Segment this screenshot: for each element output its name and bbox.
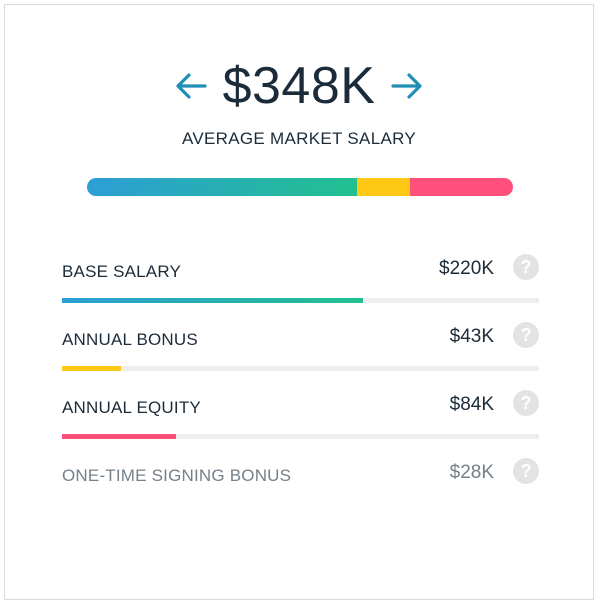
progress-fill (62, 366, 122, 371)
annual-equity-segment (409, 178, 513, 196)
row-value: $84K (449, 394, 494, 415)
base-salary-segment (87, 178, 358, 196)
signing-bonus-row: ONE-TIME SIGNING BONUS $28K ? (62, 449, 539, 517)
progress-track (62, 366, 539, 371)
progress-track (62, 434, 539, 439)
average-salary-total: $348K (222, 57, 376, 115)
annual-bonus-segment (357, 178, 410, 196)
arrow-left-icon[interactable] (173, 68, 209, 104)
row-value: $28K (449, 462, 494, 483)
progress-fill (62, 298, 363, 303)
progress-track (62, 298, 539, 303)
annual-bonus-row: ANNUAL BONUS $43K ? (62, 313, 539, 381)
question-mark-icon[interactable]: ? (513, 458, 539, 484)
row-label: ANNUAL BONUS (62, 330, 198, 349)
salary-breakdown-bar (87, 178, 513, 196)
compensation-rows: BASE SALARY $220K ? ANNUAL BONUS $43K ? … (62, 245, 539, 517)
row-label: ONE-TIME SIGNING BONUS (62, 466, 292, 485)
progress-fill (62, 434, 177, 439)
salary-card: $348K AVERAGE MARKET SALARY BASE SALARY … (4, 4, 594, 600)
row-label: ANNUAL EQUITY (62, 398, 201, 417)
question-mark-icon[interactable]: ? (513, 390, 539, 416)
row-value: $220K (439, 258, 494, 279)
question-mark-icon[interactable]: ? (513, 322, 539, 348)
salary-header: $348K (5, 51, 593, 121)
arrow-right-icon[interactable] (389, 68, 425, 104)
average-market-salary-label: AVERAGE MARKET SALARY (182, 129, 416, 148)
row-value: $43K (449, 326, 494, 347)
row-label: BASE SALARY (62, 262, 182, 281)
question-mark-icon[interactable]: ? (513, 254, 539, 280)
base-salary-row: BASE SALARY $220K ? (62, 245, 539, 313)
annual-equity-row: ANNUAL EQUITY $84K ? (62, 381, 539, 449)
